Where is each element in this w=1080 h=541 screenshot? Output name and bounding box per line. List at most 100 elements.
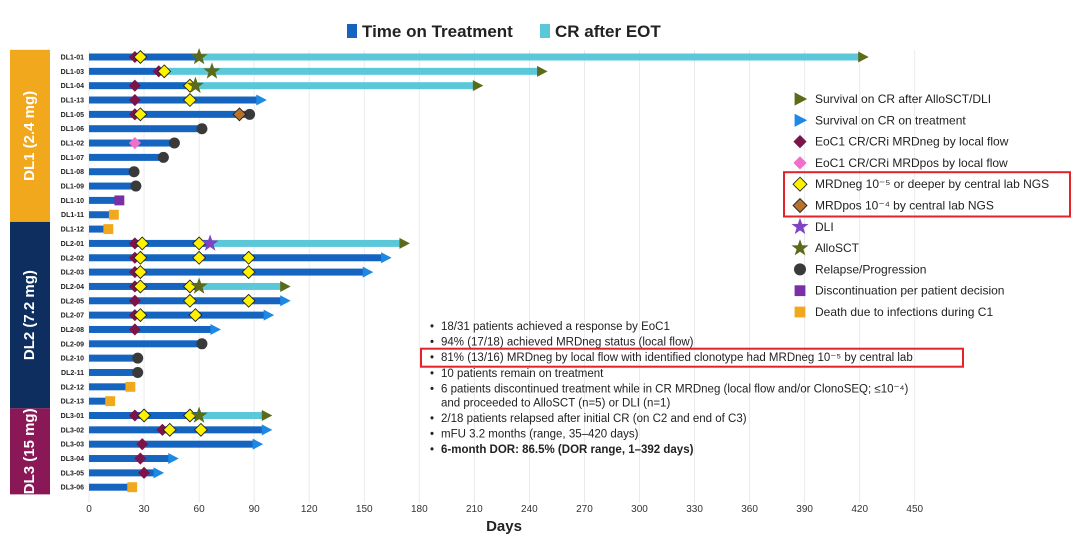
mrdneg-ngs-marker bbox=[182, 293, 197, 308]
patient-row: DL2-07 bbox=[61, 308, 275, 323]
legend-item: Discontinuation per patient decision bbox=[794, 284, 1004, 298]
legend-item: MRDneg 10⁻⁵ or deeper by central lab NGS bbox=[792, 176, 1049, 192]
legend-label: EoC1 CR/CRi MRDneg by local flow bbox=[815, 135, 1009, 149]
death-marker bbox=[103, 224, 114, 235]
patient-id: DL3-05 bbox=[61, 470, 84, 477]
note-line: 81% (13/16) MRDneg by local flow with id… bbox=[441, 352, 913, 364]
patient-row: DL1-07 bbox=[61, 151, 169, 163]
patient-row: DL1-06 bbox=[61, 123, 208, 135]
note-bullet: • bbox=[430, 368, 434, 380]
legend-label: AlloSCT bbox=[815, 241, 860, 255]
patient-id: DL1-07 bbox=[61, 155, 84, 162]
treatment-bar bbox=[89, 325, 212, 333]
x-axis: 0 30 60 90 120 150 180 210 240 270 300 330 360 390 420… bbox=[86, 504, 923, 535]
mrdneg-ngs-marker bbox=[135, 236, 150, 251]
treatment-bar bbox=[89, 182, 135, 190]
treatment-bar bbox=[89, 225, 108, 233]
patient-id: DL1-11 bbox=[61, 212, 84, 219]
x-tick-label: 120 bbox=[301, 504, 318, 515]
note-bullet: • bbox=[430, 444, 434, 456]
relapse-marker bbox=[794, 263, 806, 276]
cr-bar bbox=[199, 282, 282, 290]
treatment-bar bbox=[89, 110, 249, 118]
allosct-star-marker bbox=[791, 239, 809, 256]
mrdneg-local-marker bbox=[134, 452, 147, 465]
patient-row: DL1-10 bbox=[61, 195, 125, 206]
patient-id: DL1-05 bbox=[61, 112, 84, 119]
patient-row: DL2-04 bbox=[61, 277, 291, 294]
mrdneg-ngs-marker bbox=[137, 408, 152, 423]
patient-id: DL2-05 bbox=[61, 298, 84, 305]
x-tick-label: 330 bbox=[686, 504, 703, 515]
patient-id: DL2-04 bbox=[61, 284, 84, 291]
dose-group-label: DL3 (15 mg) bbox=[21, 408, 38, 494]
patient-id: DL3-02 bbox=[61, 427, 84, 434]
legend-label: MRDneg 10⁻⁵ or deeper by central lab NGS bbox=[815, 177, 1049, 191]
mrdneg-local-marker bbox=[128, 79, 141, 92]
note-line: 94% (17/18) achieved MRDneg status (loca… bbox=[441, 337, 694, 349]
note-line: 18/31 patients achieved a response by Eo… bbox=[441, 321, 670, 333]
cr-bar bbox=[208, 239, 401, 247]
allosct-star-marker bbox=[190, 277, 208, 294]
patient-row: DL1-01 bbox=[61, 48, 869, 65]
patient-row: DL3-06 bbox=[61, 482, 138, 493]
patient-row: DL3-02 bbox=[61, 422, 273, 437]
allosct-star-marker bbox=[203, 62, 221, 79]
survival-tx-arrow bbox=[210, 323, 221, 335]
cr-bar bbox=[189, 82, 475, 90]
x-tick-label: 30 bbox=[138, 504, 150, 515]
summary-note: • 6 patients discontinued treatment while… bbox=[430, 383, 908, 409]
survival-cr-arrow bbox=[280, 280, 291, 292]
patient-row: DL2-08 bbox=[61, 323, 221, 336]
patient-id: DL1-09 bbox=[61, 184, 84, 191]
dose-group-band bbox=[10, 49, 50, 222]
summary-note: • 10 patients remain on treatment bbox=[430, 368, 604, 380]
death-marker bbox=[794, 306, 806, 318]
dli-star-marker bbox=[791, 217, 809, 235]
mrdneg-local-marker bbox=[128, 237, 141, 250]
patient-id: DL1-04 bbox=[61, 83, 84, 90]
mrdneg-local-marker bbox=[136, 438, 149, 451]
patient-row: DL2-02 bbox=[61, 250, 392, 265]
treatment-bar bbox=[89, 168, 134, 176]
patient-id: DL1-01 bbox=[61, 55, 84, 62]
legend-label: Death due to infections during C1 bbox=[815, 305, 993, 319]
mrdneg-ngs-marker bbox=[133, 279, 148, 294]
mrdneg-local-marker bbox=[156, 423, 169, 436]
x-axis-label: Days bbox=[486, 518, 522, 535]
mrdneg-ngs-marker bbox=[192, 236, 207, 251]
survival-cr-arrow bbox=[399, 237, 410, 249]
discontinuation-marker bbox=[114, 195, 125, 206]
note-bullet: • bbox=[430, 352, 434, 364]
patient-id: DL2-09 bbox=[61, 341, 84, 348]
mrdneg-ngs-marker bbox=[192, 250, 207, 265]
relapse-marker bbox=[196, 338, 208, 350]
patient-row: DL3-03 bbox=[61, 438, 264, 451]
legend-item: Death due to infections during C1 bbox=[794, 305, 993, 319]
patient-id: DL3-04 bbox=[61, 456, 84, 463]
mrdpos-ngs-marker bbox=[232, 107, 247, 122]
mrdneg-local-marker bbox=[138, 466, 151, 479]
survival-cr-arrow bbox=[537, 65, 548, 77]
patient-row: DL2-09 bbox=[61, 338, 208, 350]
x-tick-label: 180 bbox=[411, 504, 428, 515]
survival-cr-arrow bbox=[794, 92, 808, 106]
allosct-star-marker bbox=[190, 48, 208, 65]
treatment-bar bbox=[89, 354, 137, 362]
x-tick-label: 0 bbox=[86, 504, 92, 515]
highlight-note: • 81% (13/16) MRDneg by local flow with i… bbox=[420, 347, 964, 368]
x-tick-label: 90 bbox=[249, 504, 261, 515]
mrdneg-ngs-marker bbox=[792, 176, 808, 192]
survival-tx-arrow bbox=[381, 252, 392, 264]
patient-row: DL1-09 bbox=[61, 180, 142, 192]
patient-row: DL2-12 bbox=[61, 381, 136, 392]
treatment-bar bbox=[89, 153, 163, 161]
cr-bar bbox=[199, 412, 264, 419]
legend-label: Relapse/Progression bbox=[815, 262, 926, 276]
x-tick-label: 390 bbox=[796, 504, 813, 515]
note-line: 2/18 patients relapsed after initial CR … bbox=[441, 413, 747, 425]
dose-group-band bbox=[10, 221, 50, 409]
note-bullet: • bbox=[430, 413, 434, 425]
treatment-bar bbox=[89, 397, 110, 405]
death-marker bbox=[108, 209, 119, 220]
